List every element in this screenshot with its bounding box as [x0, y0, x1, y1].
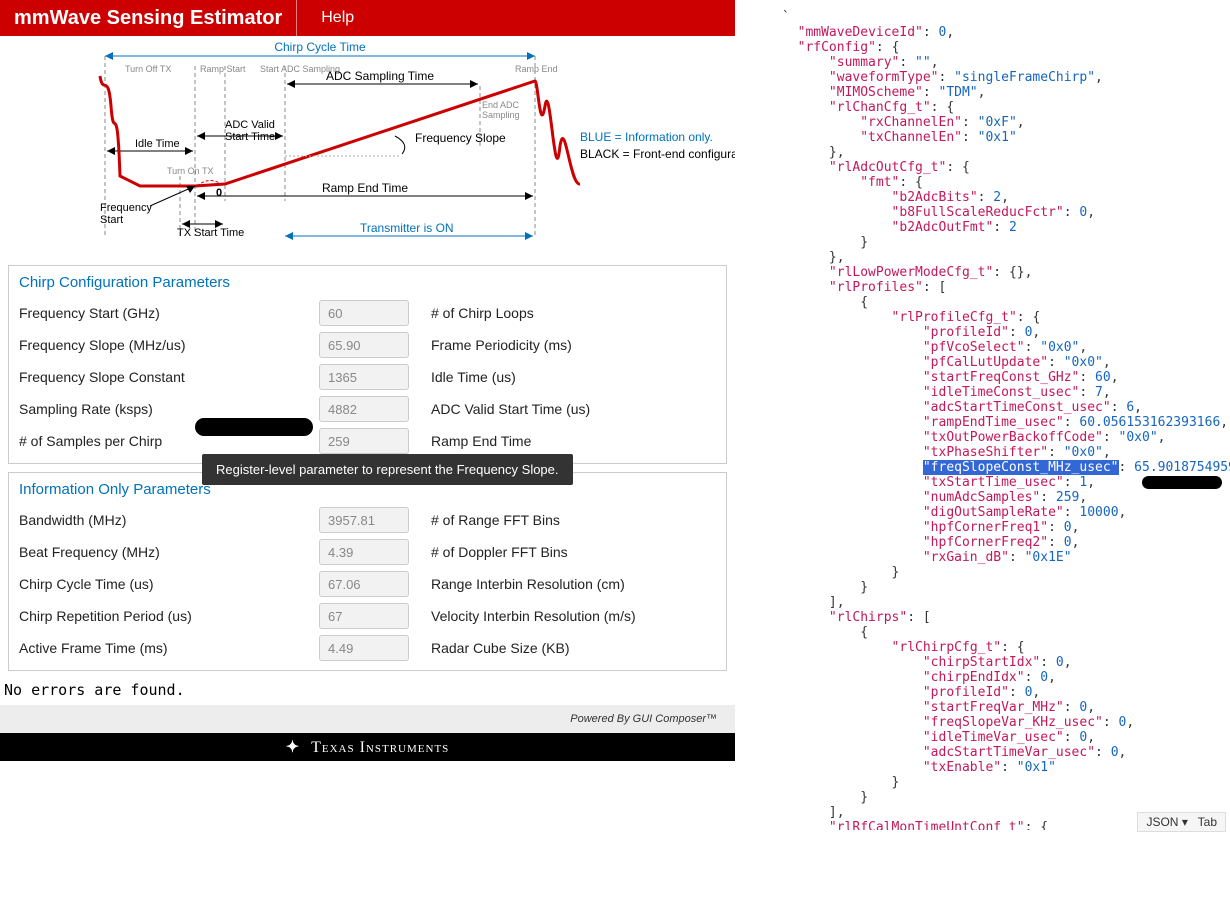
- tooltip: Register-level parameter to represent th…: [202, 454, 573, 485]
- chirp-label-0: Frequency Start (GHz): [19, 305, 319, 321]
- header-bar: mmWave Sensing Estimator Help: [0, 0, 735, 36]
- svg-text:Turn Off TX: Turn Off TX: [125, 64, 171, 74]
- info-input-3[interactable]: [319, 603, 409, 629]
- svg-text:Start: Start: [100, 214, 123, 226]
- info-label2-0: # of Range FFT Bins: [409, 512, 560, 528]
- status-bar: No errors are found.: [0, 675, 735, 705]
- chirp-label2-4: Ramp End Time: [409, 433, 531, 449]
- ti-footer-text: Texas Instruments: [311, 739, 449, 756]
- svg-text:ADC Valid: ADC Valid: [225, 119, 275, 131]
- svg-text:Turn On TX: Turn On TX: [167, 166, 214, 176]
- chirp-label2-2: Idle Time (us): [409, 369, 516, 385]
- powered-by: Powered By GUI Composer™: [0, 705, 735, 733]
- info-label-4: Active Frame Time (ms): [19, 640, 319, 656]
- label-chirp-cycle-time: Chirp Cycle Time: [274, 40, 366, 54]
- json-mode-label[interactable]: JSON: [1146, 815, 1178, 829]
- chirp-input-0[interactable]: [319, 300, 409, 326]
- json-code-pane[interactable]: ` "mmWaveDeviceId": 0, "rfConfig": { "su…: [735, 0, 1230, 830]
- svg-text:Start Time: Start Time: [225, 131, 275, 143]
- root-layout: mmWave Sensing Estimator Help Chirp Cyc: [0, 0, 1230, 830]
- ti-logo-icon: ✦: [286, 739, 300, 756]
- info-label2-2: Range Interbin Resolution (cm): [409, 576, 625, 592]
- app-title: mmWave Sensing Estimator: [0, 0, 297, 36]
- json-status-bar[interactable]: JSON ▾ Tab: [1137, 812, 1226, 832]
- json-tab-label[interactable]: Tab: [1198, 815, 1217, 829]
- svg-text:Idle Time: Idle Time: [135, 138, 180, 150]
- svg-text:Ramp End Time: Ramp End Time: [322, 181, 408, 195]
- chirp-label2-3: ADC Valid Start Time (us): [409, 401, 590, 417]
- ti-footer: ✦ Texas Instruments: [0, 733, 735, 761]
- svg-text:End ADC: End ADC: [482, 100, 520, 110]
- info-label2-1: # of Doppler FFT Bins: [409, 544, 568, 560]
- info-input-0[interactable]: [319, 507, 409, 533]
- svg-text:BLUE = Information only.: BLUE = Information only.: [580, 130, 713, 144]
- svg-text:TX Start Time: TX Start Time: [177, 227, 244, 239]
- info-label-2: Chirp Cycle Time (us): [19, 576, 319, 592]
- chirp-config-panel: Chirp Configuration Parameters Frequency…: [8, 265, 727, 464]
- chirp-label-2: Frequency Slope Constant: [19, 369, 319, 385]
- chirp-input-1[interactable]: [319, 332, 409, 358]
- info-label2-3: Velocity Interbin Resolution (m/s): [409, 608, 636, 624]
- svg-text:Frequency: Frequency: [100, 202, 152, 214]
- info-label2-4: Radar Cube Size (KB): [409, 640, 570, 656]
- chirp-config-title: Chirp Configuration Parameters: [9, 266, 726, 297]
- chirp-input-3[interactable]: [319, 396, 409, 422]
- estimator-pane: mmWave Sensing Estimator Help Chirp Cyc: [0, 0, 735, 830]
- svg-text:BLACK = Front-end configurat: BLACK = Front-end configurat: [580, 147, 735, 161]
- chirp-label2-0: # of Chirp Loops: [409, 305, 534, 321]
- chirp-label-3: Sampling Rate (ksps): [19, 401, 319, 417]
- svg-text:Frequency Slope: Frequency Slope: [415, 131, 506, 145]
- info-only-panel: Information Only Parameters Bandwidth (M…: [8, 472, 727, 671]
- chirp-input-4[interactable]: [319, 428, 409, 454]
- chirp-label2-1: Frame Periodicity (ms): [409, 337, 572, 353]
- info-label-0: Bandwidth (MHz): [19, 512, 319, 528]
- redacted-region: [195, 418, 313, 436]
- info-input-2[interactable]: [319, 571, 409, 597]
- svg-text:Ramp Start: Ramp Start: [200, 64, 246, 74]
- chirp-label-1: Frequency Slope (MHz/us): [19, 337, 319, 353]
- svg-text:Sampling: Sampling: [482, 110, 520, 120]
- svg-text:0: 0: [216, 187, 222, 199]
- info-input-4[interactable]: [319, 635, 409, 661]
- info-label-1: Beat Frequency (MHz): [19, 544, 319, 560]
- chirp-input-2[interactable]: [319, 364, 409, 390]
- chirp-diagram: Chirp Cycle Time Turn Off TX Ramp Start …: [0, 36, 735, 261]
- info-label-3: Chirp Repetition Period (us): [19, 608, 319, 624]
- help-link[interactable]: Help: [297, 9, 378, 27]
- svg-text:Ramp End: Ramp End: [515, 64, 558, 74]
- svg-text:Transmitter is ON: Transmitter is ON: [360, 221, 454, 235]
- svg-text:ADC Sampling Time: ADC Sampling Time: [326, 69, 434, 83]
- info-input-1[interactable]: [319, 539, 409, 565]
